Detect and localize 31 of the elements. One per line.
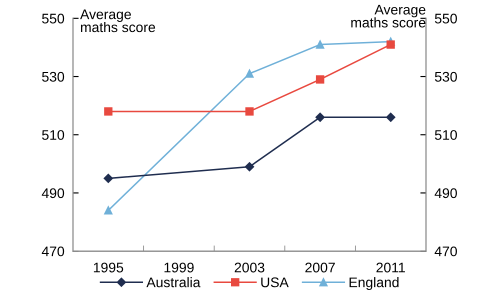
x-tick-label: 2003 [234, 262, 264, 272]
point [245, 69, 254, 78]
x-tick-label: 2007 [305, 262, 335, 272]
y-tick-label: 550 [42, 14, 64, 24]
y2-tick-label: 490 [434, 188, 457, 198]
y2-tick-label: 530 [434, 72, 457, 82]
y2-tick-label: 550 [434, 14, 457, 24]
y2-axis-title: Average maths score [351, 4, 426, 28]
point [104, 206, 112, 215]
y-tick-label: 470 [42, 246, 64, 256]
point [104, 107, 112, 116]
point [315, 112, 325, 122]
legend-label: Australia [146, 277, 200, 288]
legend-label: USA [261, 277, 289, 288]
x-tick-label: 1995 [94, 262, 124, 272]
y-tick-label: 530 [42, 72, 64, 82]
point [316, 40, 324, 49]
point [244, 162, 254, 172]
y-axis-title: Average maths score [80, 10, 156, 32]
y2-tick-label: 510 [434, 130, 457, 140]
point [386, 112, 396, 122]
y-tick-label: 510 [42, 130, 64, 140]
point [245, 107, 254, 116]
point [316, 75, 324, 84]
y2-tick-label: 470 [434, 246, 457, 256]
x-tick-label: 1999 [164, 262, 194, 272]
y-tick-label: 490 [42, 188, 64, 198]
x-tick-label: 2011 [376, 262, 405, 272]
legend-label: England [350, 277, 399, 290]
point [104, 174, 113, 184]
point [386, 40, 395, 49]
